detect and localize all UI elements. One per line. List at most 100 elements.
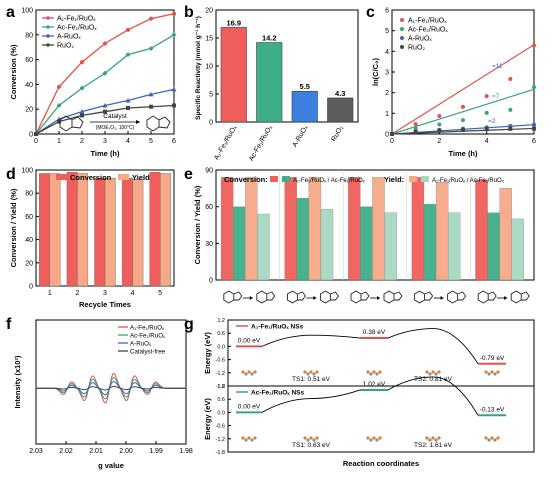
panel-g-energy-profile: Energy (eV) Energy (eV) Reaction coordin… bbox=[203, 318, 535, 468]
panel-e-legend-swatch bbox=[409, 176, 417, 182]
panel-e-bar bbox=[360, 206, 373, 281]
panel-e-legend-ratio-label: A₁-Fe₁/RuOₓ / Aᴄ-Fe₁/RuOₓ bbox=[293, 178, 365, 184]
panel-f-xtick-label: 2.00 bbox=[119, 448, 133, 455]
panel-f-legend-label: Catalyst-free bbox=[130, 349, 166, 356]
panel-c-kinetics-chart: ln(C/C₀) Time (h) 0 2 4 6 0 1 2 3 4 5 6 A₁-Fe₁/RuO… bbox=[371, 8, 536, 159]
panel-e-reactant-structure bbox=[350, 290, 370, 304]
panel-c-ytick-label: 3 bbox=[385, 70, 389, 77]
panel-e-legend-swatch bbox=[270, 176, 278, 182]
panel-b-bar-value: 4.3 bbox=[335, 89, 345, 98]
indole-structure bbox=[146, 115, 171, 132]
panel-c-legend-label: A₁-Fe₁/RuOₓ bbox=[408, 18, 447, 25]
panel-e-legend-swatch bbox=[421, 176, 429, 182]
panel-a-xlabel: Time (h) bbox=[90, 149, 120, 158]
panel-d-legend-label: Yield bbox=[132, 173, 150, 182]
panel-d-bar bbox=[104, 177, 116, 287]
panel-g-top-atom-glyph bbox=[490, 370, 494, 374]
panel-a-legend-marker bbox=[46, 25, 50, 29]
panel-g-top-ytick-label: 1.2 bbox=[217, 318, 225, 324]
panel-f-legend-label: A₁-Fe₁/RuOₓ bbox=[130, 325, 165, 332]
panel-c-xtick-label: 6 bbox=[532, 138, 536, 145]
panel-e-bar bbox=[499, 188, 512, 281]
panel-g-bottom-atom-glyph bbox=[496, 436, 500, 440]
panel-e-bar bbox=[245, 177, 258, 281]
panel-c-legend-label: Aᴄ-Fe₁/RuOₓ bbox=[408, 27, 448, 34]
panel-e-reactant-structure bbox=[414, 290, 434, 304]
panel-letter-c: c bbox=[366, 4, 375, 21]
panel-a-data-point bbox=[172, 11, 176, 16]
panel-b-bar bbox=[327, 97, 354, 123]
panel-d-ylabel: Conversion / Yield (%) bbox=[9, 188, 18, 267]
panel-g-bottom-atom-glyph bbox=[434, 438, 438, 442]
panel-g-top-ytick-label: 0.0 bbox=[217, 344, 225, 350]
panel-c-data-point bbox=[461, 127, 465, 132]
panel-g-bottom-atom-glyph bbox=[306, 438, 310, 442]
panel-c-ylabel: ln(C/C₀) bbox=[371, 58, 380, 86]
panel-g-top-atom-glyph bbox=[434, 372, 438, 376]
panel-d-bar bbox=[121, 177, 133, 287]
panel-g-top-transition-curve bbox=[387, 328, 479, 365]
panel-f-legend-label: A-RuOₓ bbox=[130, 341, 152, 348]
panel-c-xtick-label: 4 bbox=[485, 138, 489, 145]
panel-a-data-point bbox=[125, 52, 131, 58]
panel-c-data-point bbox=[532, 85, 536, 90]
panel-c-data-point bbox=[532, 122, 536, 127]
inset-catalyst-label: Catalyst bbox=[103, 113, 127, 120]
panel-a-xtick-label: 2 bbox=[80, 138, 84, 145]
panel-c-ytick-label: 5 bbox=[385, 28, 389, 35]
panel-c-xtick-label: 0 bbox=[390, 138, 394, 145]
panel-c-data-point bbox=[413, 126, 418, 131]
panel-a-legend-marker bbox=[46, 16, 50, 20]
panel-g-xlabel: Reaction coordinates bbox=[343, 459, 419, 468]
panel-g-top-atom-glyph bbox=[428, 372, 432, 376]
panel-c-ytick-label: 0 bbox=[385, 132, 389, 139]
panel-g-bottom-atom-glyph bbox=[484, 436, 488, 440]
panel-e-bar bbox=[384, 212, 397, 281]
panel-d-bar bbox=[77, 173, 89, 287]
panel-e-ytick-label: 30 bbox=[205, 241, 213, 248]
panel-e-substrate-chart: Conversion / Yield (%) 0 30 60 90 Conversio… bbox=[193, 168, 535, 304]
panel-c-ytick-label: 4 bbox=[385, 49, 389, 56]
panel-a-data-point bbox=[56, 102, 62, 108]
panel-g-bottom-atom-glyph bbox=[253, 436, 257, 440]
panel-e-legend-conversion-label: Conversion: bbox=[224, 175, 268, 184]
panel-d-xlabel: Recycle Times bbox=[79, 300, 131, 309]
panel-c-annotation-2: =7 bbox=[492, 93, 500, 100]
panel-a-ytick-label: 60 bbox=[25, 57, 33, 64]
panel-e-arrow-head bbox=[249, 296, 253, 300]
panel-b-bar-value: 16.9 bbox=[226, 18, 241, 27]
panel-b-ytick-label: 10 bbox=[205, 64, 213, 71]
panel-g-top-level-label: 0.00 eV bbox=[238, 337, 261, 344]
panel-b-ylabel: Specific Reactivity (mmol g⁻¹ h⁻¹) bbox=[195, 16, 202, 120]
panel-e-legend-swatch bbox=[282, 176, 290, 182]
panel-b-ytick-label: 0 bbox=[209, 120, 213, 127]
panel-e-bar bbox=[348, 177, 361, 281]
panel-g-top-level-label: 0.38 eV bbox=[363, 329, 386, 336]
panel-g-bottom-ytick-label: -0.6 bbox=[216, 424, 225, 430]
panel-d-bar bbox=[49, 173, 61, 287]
panel-a-data-point bbox=[149, 104, 153, 109]
panel-a-xtick-label: 5 bbox=[149, 138, 153, 145]
panel-e-product-structure bbox=[383, 290, 403, 304]
panel-e-product-structure bbox=[256, 290, 276, 304]
panel-g-bottom-atom-glyph bbox=[312, 438, 316, 442]
panel-g-bottom-ytick-label: -1.8 bbox=[216, 450, 225, 456]
panel-e-bar bbox=[475, 179, 488, 281]
panel-letter-g: g bbox=[184, 316, 194, 333]
panel-c-annotation-3: =2 bbox=[488, 118, 496, 125]
panel-e-legend-ratio-label: A₁-Fe₁/RuOₓ / Aᴄ-Fe₁/RuOₓ bbox=[432, 178, 504, 184]
panel-g-top-atom-glyph bbox=[493, 372, 497, 376]
panel-e-arrow-head bbox=[504, 296, 508, 300]
panel-d-ytick-label: 100 bbox=[21, 168, 33, 175]
panel-e-ylabel: Conversion / Yield (%) bbox=[193, 185, 202, 264]
panel-c-data-point bbox=[461, 118, 465, 123]
panel-a-data-point bbox=[148, 45, 154, 51]
panel-e-legend-yield-label: Yield: bbox=[384, 175, 404, 184]
panel-d-ytick-label: 60 bbox=[25, 214, 33, 221]
panel-letter-e: e bbox=[184, 166, 193, 183]
panel-g-bottom-atom-glyph bbox=[372, 436, 376, 440]
panel-b-bar bbox=[220, 27, 247, 123]
panel-a-xtick-label: 0 bbox=[34, 138, 38, 145]
panel-f-ylabel: Intensity (x10²) bbox=[13, 355, 22, 408]
